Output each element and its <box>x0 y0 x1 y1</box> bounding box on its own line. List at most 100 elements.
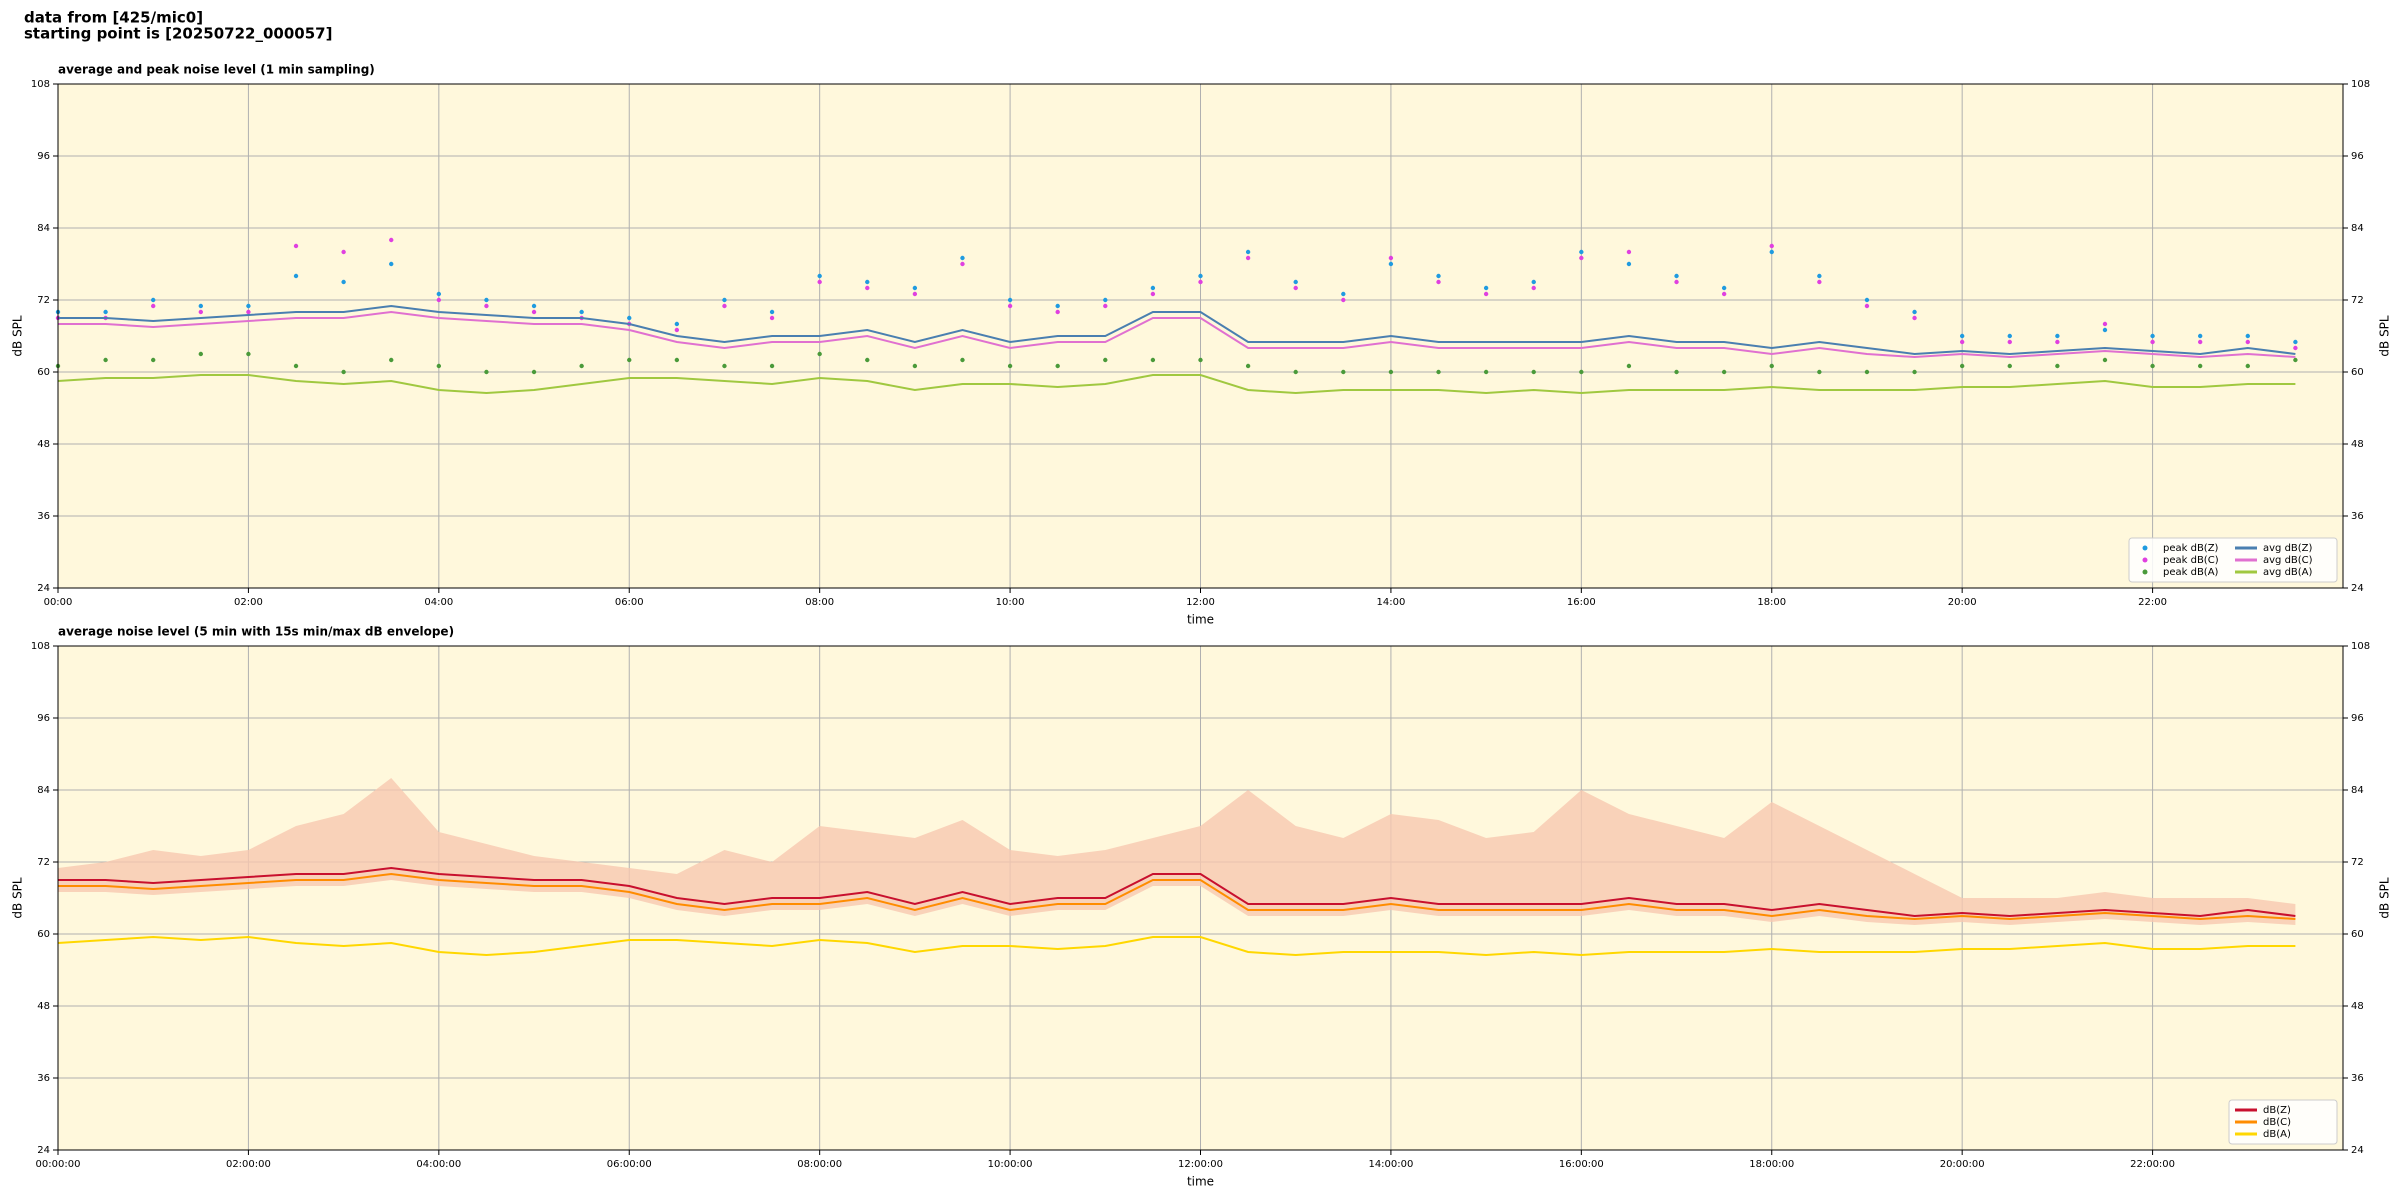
peak-point <box>436 363 442 369</box>
peak-point <box>865 357 870 363</box>
peak-point <box>579 309 584 315</box>
x-tick-label: 22:00 <box>2138 597 2167 608</box>
peak-point <box>769 363 775 369</box>
y-tick-label: 60 <box>2351 367 2364 378</box>
header-line: data from [425/mic0] <box>24 9 203 27</box>
y-tick-label: 108 <box>2351 641 2370 652</box>
peak-point <box>2293 345 2298 351</box>
peak-point <box>2007 339 2012 345</box>
legend-marker <box>2142 569 2148 575</box>
peak-point <box>1721 285 1727 291</box>
peak-point <box>1436 369 1441 375</box>
peak-point <box>389 357 394 363</box>
y-tick-label: 108 <box>31 641 50 652</box>
peak-point <box>2102 357 2108 363</box>
y-tick-label: 84 <box>37 223 50 234</box>
peak-point <box>2055 363 2060 369</box>
x-tick-label: 18:00 <box>1757 597 1786 608</box>
x-axis-label: time <box>1187 1175 1214 1189</box>
legend-marker <box>2142 557 2148 563</box>
peak-point <box>389 237 394 243</box>
peak-point <box>2007 333 2012 339</box>
peak-point <box>722 363 727 369</box>
peak-point <box>722 303 727 309</box>
peak-point <box>151 357 156 363</box>
peak-point <box>1388 261 1394 267</box>
y-axis-label: dB SPL <box>2378 315 2392 357</box>
peak-point <box>341 279 346 285</box>
y-tick-label: 36 <box>2351 1073 2364 1084</box>
peak-point <box>1769 249 1774 255</box>
y-tick-label: 84 <box>37 785 50 796</box>
peak-point <box>246 351 251 357</box>
peak-point <box>2102 327 2108 333</box>
peak-point <box>1579 249 1584 255</box>
peak-point <box>1103 357 1108 363</box>
y-axis-label: dB SPL <box>11 315 25 357</box>
peak-point <box>293 243 299 249</box>
peak-point <box>103 309 108 315</box>
x-tick-label: 04:00:00 <box>416 1159 461 1170</box>
y-tick-label: 24 <box>2351 1145 2364 1156</box>
y-tick-label: 96 <box>37 151 50 162</box>
peak-point <box>2293 339 2298 345</box>
peak-point <box>1483 369 1489 375</box>
series-line <box>58 866 2296 918</box>
peak-point <box>2150 363 2155 369</box>
x-tick-label: 10:00:00 <box>988 1159 1033 1170</box>
x-tick-label: 20:00:00 <box>1940 1159 1985 1170</box>
peak-point <box>1388 255 1394 261</box>
series-line <box>57 935 2296 957</box>
y-tick-label: 48 <box>37 1001 50 1012</box>
peak-point <box>1483 285 1489 291</box>
y-tick-label: 60 <box>2351 929 2364 940</box>
peak-point <box>198 303 204 309</box>
x-tick-label: 02:00 <box>234 597 263 608</box>
peak-point <box>1293 369 1298 375</box>
peak-point <box>865 285 870 291</box>
y-tick-label: 60 <box>37 367 50 378</box>
peak-point <box>1674 273 1679 279</box>
peak-point <box>293 273 299 279</box>
x-tick-label: 22:00:00 <box>2130 1159 2175 1170</box>
peak-point <box>1007 297 1013 303</box>
peak-point <box>1198 279 1203 285</box>
peak-point <box>1198 273 1203 279</box>
peak-point <box>1626 363 1632 369</box>
peak-point <box>674 327 680 333</box>
peak-point <box>1817 369 1822 375</box>
peak-point <box>246 303 251 309</box>
peak-point <box>1769 363 1774 369</box>
y-tick-label: 108 <box>31 79 50 90</box>
y-axis-label: dB SPL <box>2378 877 2392 919</box>
legend-label: peak dB(C) <box>2163 555 2219 566</box>
plot-frame <box>57 83 2344 589</box>
x-tick-label: 14:00:00 <box>1368 1159 1413 1170</box>
x-tick-label: 00:00 <box>44 597 73 608</box>
peak-point <box>1293 285 1298 291</box>
y-tick-label: 24 <box>37 583 50 594</box>
peak-point <box>2150 339 2155 345</box>
x-tick-label: 10:00 <box>996 597 1025 608</box>
legend-label: avg dB(C) <box>2263 555 2313 566</box>
y-tick-label: 96 <box>2351 713 2364 724</box>
y-tick-label: 24 <box>37 1145 50 1156</box>
peak-point <box>2197 363 2203 369</box>
peak-point <box>1055 309 1060 315</box>
peak-point <box>1245 255 1251 261</box>
peak-point <box>1293 279 1298 285</box>
peak-point <box>1626 249 1632 255</box>
x-tick-label: 16:00:00 <box>1559 1159 1604 1170</box>
peak-point <box>817 273 822 279</box>
legend-label: avg dB(Z) <box>2263 543 2313 554</box>
y-tick-label: 96 <box>2351 151 2364 162</box>
peak-point <box>817 351 822 357</box>
peak-point <box>674 357 680 363</box>
peak-point <box>579 363 584 369</box>
plot-frame <box>57 645 2344 1151</box>
peak-point <box>722 297 727 303</box>
peak-point <box>2197 339 2203 345</box>
peak-point <box>912 363 918 369</box>
peak-point <box>2055 339 2060 345</box>
x-tick-label: 20:00 <box>1948 597 1977 608</box>
